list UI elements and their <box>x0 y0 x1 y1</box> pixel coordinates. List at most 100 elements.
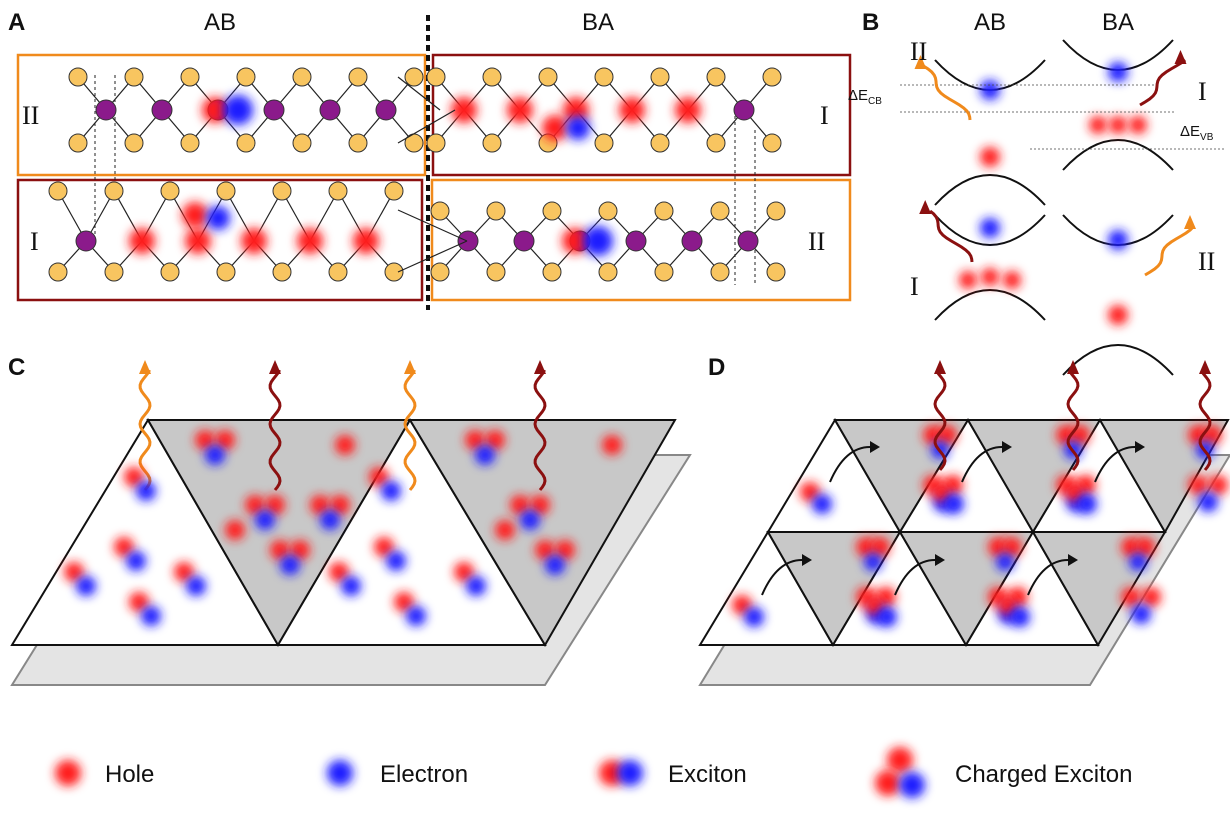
delta-cb: ΔECB <box>848 87 882 107</box>
hole <box>182 202 208 228</box>
electron <box>996 553 1014 571</box>
electron <box>1129 553 1147 571</box>
electron <box>327 760 353 786</box>
emission-arrow <box>923 66 970 120</box>
panel-label: C <box>8 354 25 381</box>
arrow-head <box>919 200 931 214</box>
hole <box>185 228 211 254</box>
hole <box>980 147 1000 167</box>
column-title: BA <box>582 9 614 36</box>
electron <box>255 510 275 530</box>
panel-label: A <box>8 9 25 36</box>
chalcogen <box>105 182 123 200</box>
chalcogen <box>349 134 367 152</box>
arrow-head <box>269 360 281 374</box>
region-label: I <box>820 101 829 130</box>
metal <box>264 100 284 120</box>
chalcogen <box>543 263 561 281</box>
electron <box>520 510 540 530</box>
hole <box>241 228 267 254</box>
hole <box>1129 116 1147 134</box>
legend-label: Hole <box>105 761 154 788</box>
chalcogen <box>483 68 501 86</box>
metal <box>458 231 478 251</box>
arrow-head <box>1199 360 1211 374</box>
chalcogen <box>385 263 403 281</box>
hole <box>297 228 323 254</box>
electron <box>1131 604 1151 624</box>
hole <box>507 97 533 123</box>
metal <box>734 100 754 120</box>
arrow-head <box>534 360 546 374</box>
hole <box>55 760 81 786</box>
electron <box>341 576 361 596</box>
emission-label: II <box>1198 247 1215 276</box>
electron <box>545 555 565 575</box>
hole <box>1141 587 1161 607</box>
column-title: AB <box>204 9 236 36</box>
chalcogen <box>711 263 729 281</box>
hole <box>981 268 999 286</box>
chalcogen <box>217 263 235 281</box>
emission-label: I <box>1198 77 1207 106</box>
hole <box>875 770 901 796</box>
electron <box>205 445 225 465</box>
hole <box>1109 116 1127 134</box>
hole <box>225 520 245 540</box>
electron <box>1010 607 1030 627</box>
legend-label: Exciton <box>668 761 747 788</box>
hole <box>959 271 977 289</box>
region-label: I <box>30 227 39 256</box>
chalcogen <box>237 134 255 152</box>
band <box>935 175 1045 205</box>
emission-label: II <box>910 37 927 66</box>
chalcogen <box>237 68 255 86</box>
metal <box>320 100 340 120</box>
band <box>1063 345 1173 375</box>
electron <box>475 445 495 465</box>
chalcogen <box>483 134 501 152</box>
chalcogen <box>767 202 785 220</box>
figure: A AB BA II I I II B AB BA II I I II ΔECB… <box>0 0 1230 827</box>
chalcogen <box>543 202 561 220</box>
metal <box>626 231 646 251</box>
chalcogen <box>329 182 347 200</box>
hole <box>602 435 622 455</box>
electron <box>136 481 156 501</box>
chalcogen <box>431 202 449 220</box>
chalcogen <box>767 263 785 281</box>
electron <box>76 576 96 596</box>
arrow-head <box>139 360 151 374</box>
electron <box>864 553 882 571</box>
electron <box>466 576 486 596</box>
electron <box>406 606 426 626</box>
chalcogen <box>385 182 403 200</box>
electron <box>1108 62 1128 82</box>
chalcogen <box>711 202 729 220</box>
electron <box>381 481 401 501</box>
chalcogen <box>161 263 179 281</box>
chalcogen <box>161 182 179 200</box>
electron <box>899 772 925 798</box>
electron <box>812 494 832 514</box>
electron <box>617 760 643 786</box>
electron <box>566 116 590 140</box>
hole <box>1188 475 1208 495</box>
electron <box>944 494 964 514</box>
chalcogen <box>427 134 445 152</box>
region-label: II <box>808 227 825 256</box>
chalcogen <box>293 134 311 152</box>
chalcogen <box>273 263 291 281</box>
chalcogen <box>125 134 143 152</box>
emission-arrow <box>1140 60 1185 105</box>
hole <box>335 435 355 455</box>
hole <box>1121 587 1141 607</box>
chalcogen <box>487 263 505 281</box>
hole <box>542 115 568 141</box>
band <box>1063 140 1173 170</box>
electron <box>583 226 613 256</box>
delta-vb: ΔEVB <box>1180 123 1214 143</box>
subscript: VB <box>1200 132 1214 143</box>
electron <box>980 80 1000 100</box>
chalcogen <box>595 68 613 86</box>
